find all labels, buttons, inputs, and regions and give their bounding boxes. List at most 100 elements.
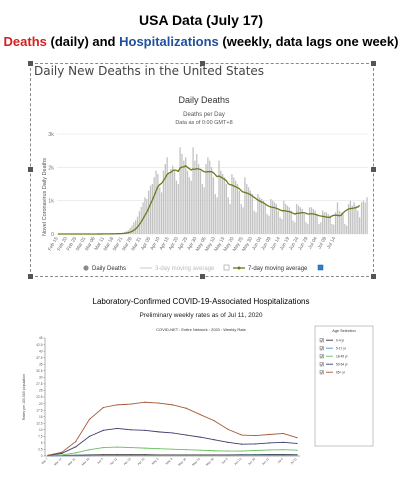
resize-handle-tr[interactable]: [371, 61, 376, 66]
daily-deaths-bar: [244, 177, 246, 234]
daily-deaths-bar: [179, 147, 181, 234]
deaths-y-axis-label: Novel Coronavirus Daily Deaths: [42, 158, 48, 236]
hosp-series-point: [282, 449, 284, 451]
daily-deaths-bar: [264, 204, 266, 234]
hosp-series-point: [199, 436, 201, 438]
daily-deaths-bar: [164, 164, 166, 234]
daily-deaths-bar: [203, 187, 205, 234]
daily-deaths-bar: [249, 190, 252, 234]
daily-deaths-bar: [296, 204, 298, 234]
daily-deaths-bar: [320, 222, 322, 234]
legend-daily-deaths-label[interactable]: Daily Deaths: [92, 266, 126, 272]
daily-deaths-bar: [364, 202, 366, 234]
age-legend-label[interactable]: 18-49 yr: [336, 355, 349, 359]
hosp-series-point: [171, 448, 174, 450]
age-legend-checkbox[interactable]: [319, 370, 324, 375]
hosp-series-point: [185, 434, 187, 436]
daily-deaths-bar: [270, 199, 272, 234]
hosp-series-point: [102, 447, 104, 449]
daily-deaths-bar: [283, 200, 285, 234]
age-legend-checkbox[interactable]: [319, 346, 324, 351]
daily-deaths-bar: [272, 200, 274, 234]
legend-7day-label[interactable]: 7-day moving average: [248, 266, 308, 272]
daily-deaths-bar: [236, 184, 239, 234]
hosp-y-tick-label: 15: [39, 415, 43, 419]
daily-deaths-bar: [222, 174, 224, 234]
resize-handle-br[interactable]: [371, 274, 376, 279]
hosp-x-tick-label: Apr 11: [109, 457, 118, 466]
legend-3day-checkbox[interactable]: [223, 264, 230, 271]
daily-deaths-bar: [325, 212, 327, 234]
hosp-series-point: [116, 427, 118, 430]
daily-deaths-bar: [149, 185, 152, 234]
hosp-series-point: [185, 449, 187, 451]
deaths-y-tick-label: 2k: [48, 165, 54, 171]
age-legend-check-icon: [320, 362, 324, 366]
hosp-series-point: [144, 454, 146, 457]
hosp-series-point: [213, 420, 215, 422]
daily-deaths-bar: [186, 170, 189, 234]
hosp-series-point: [254, 443, 257, 445]
daily-deaths-bar: [157, 174, 159, 234]
daily-deaths-bar: [190, 180, 192, 234]
hosp-y-tick-label: 7.5: [38, 435, 43, 439]
daily-deaths-bar: [312, 209, 315, 234]
subtitle-mid: (daily) and: [46, 34, 120, 49]
daily-deaths-bar: [294, 222, 296, 234]
resize-handle-ml[interactable]: [28, 167, 33, 172]
deaths-x-tick-label: Jul 09: [316, 236, 328, 250]
age-legend-label[interactable]: 5-17 yr: [336, 347, 347, 351]
age-legend-checkbox[interactable]: [319, 338, 324, 343]
daily-deaths-bar: [259, 197, 261, 234]
daily-deaths-bar: [199, 170, 202, 234]
resize-handle-bl[interactable]: [28, 274, 33, 279]
hosp-y-tick-label: 0: [41, 454, 43, 458]
age-legend-checkbox[interactable]: [319, 362, 324, 367]
resize-handle-tc[interactable]: [200, 61, 205, 66]
daily-deaths-bar: [288, 207, 290, 234]
daily-deaths-bar: [334, 212, 337, 234]
hosp-y-tick-label: 35: [39, 362, 43, 366]
age-legend-checkbox[interactable]: [319, 354, 324, 359]
daily-deaths-bar: [147, 190, 150, 234]
legend-7day-checkbox[interactable]: [317, 264, 324, 271]
hosp-y-tick-label: 27.5: [36, 382, 42, 386]
hosp-series-point: [296, 442, 298, 445]
daily-deaths-bar: [297, 205, 300, 234]
daily-deaths-bar: [279, 217, 281, 234]
resize-handle-bc[interactable]: [200, 274, 205, 279]
daily-deaths-bar: [355, 205, 357, 234]
daily-deaths-bar: [255, 212, 257, 234]
deaths-panel-header: Daily New Deaths in the United States: [34, 64, 265, 78]
resize-handle-mr[interactable]: [371, 167, 376, 172]
daily-deaths-bar: [346, 225, 348, 234]
legend-3day-label[interactable]: 3-day moving average: [155, 266, 215, 272]
hosp-series-point: [61, 451, 63, 453]
daily-deaths-bar: [162, 170, 165, 234]
deaths-chart-note: Data as of 0:00 GMT+8: [175, 120, 232, 126]
age-legend-label[interactable]: 65+ yr: [336, 371, 346, 375]
hosp-series-point: [47, 454, 49, 456]
daily-deaths-bar: [177, 184, 179, 234]
deaths-image-frame[interactable]: [28, 61, 376, 279]
age-legend-label[interactable]: 50-64 yr: [336, 363, 349, 367]
resize-handle-tl[interactable]: [28, 61, 33, 66]
hosp-series-point: [241, 434, 243, 436]
hosp-y-tick-label: 12.5: [36, 421, 42, 425]
hosp-series-point: [158, 431, 160, 433]
hosp-series-point: [158, 448, 160, 450]
hosp-series-point: [268, 433, 270, 436]
daily-deaths-bar: [277, 210, 279, 234]
hosp-series-point: [88, 435, 91, 437]
daily-deaths-bar: [251, 194, 253, 234]
hosp-series-point: [227, 450, 229, 452]
daily-deaths-bar: [321, 210, 324, 234]
age-legend-label[interactable]: 0-4 yr: [336, 339, 345, 343]
hosp-series-point: [254, 434, 257, 437]
daily-deaths-bar: [140, 207, 142, 234]
hosp-series-point: [171, 432, 174, 434]
hosp-series-point: [213, 454, 215, 457]
hosp-x-tick-label: Apr 25: [136, 457, 145, 466]
hosp-series-point: [213, 450, 215, 452]
hosp-x-tick-label: Mar 7: [40, 457, 48, 465]
